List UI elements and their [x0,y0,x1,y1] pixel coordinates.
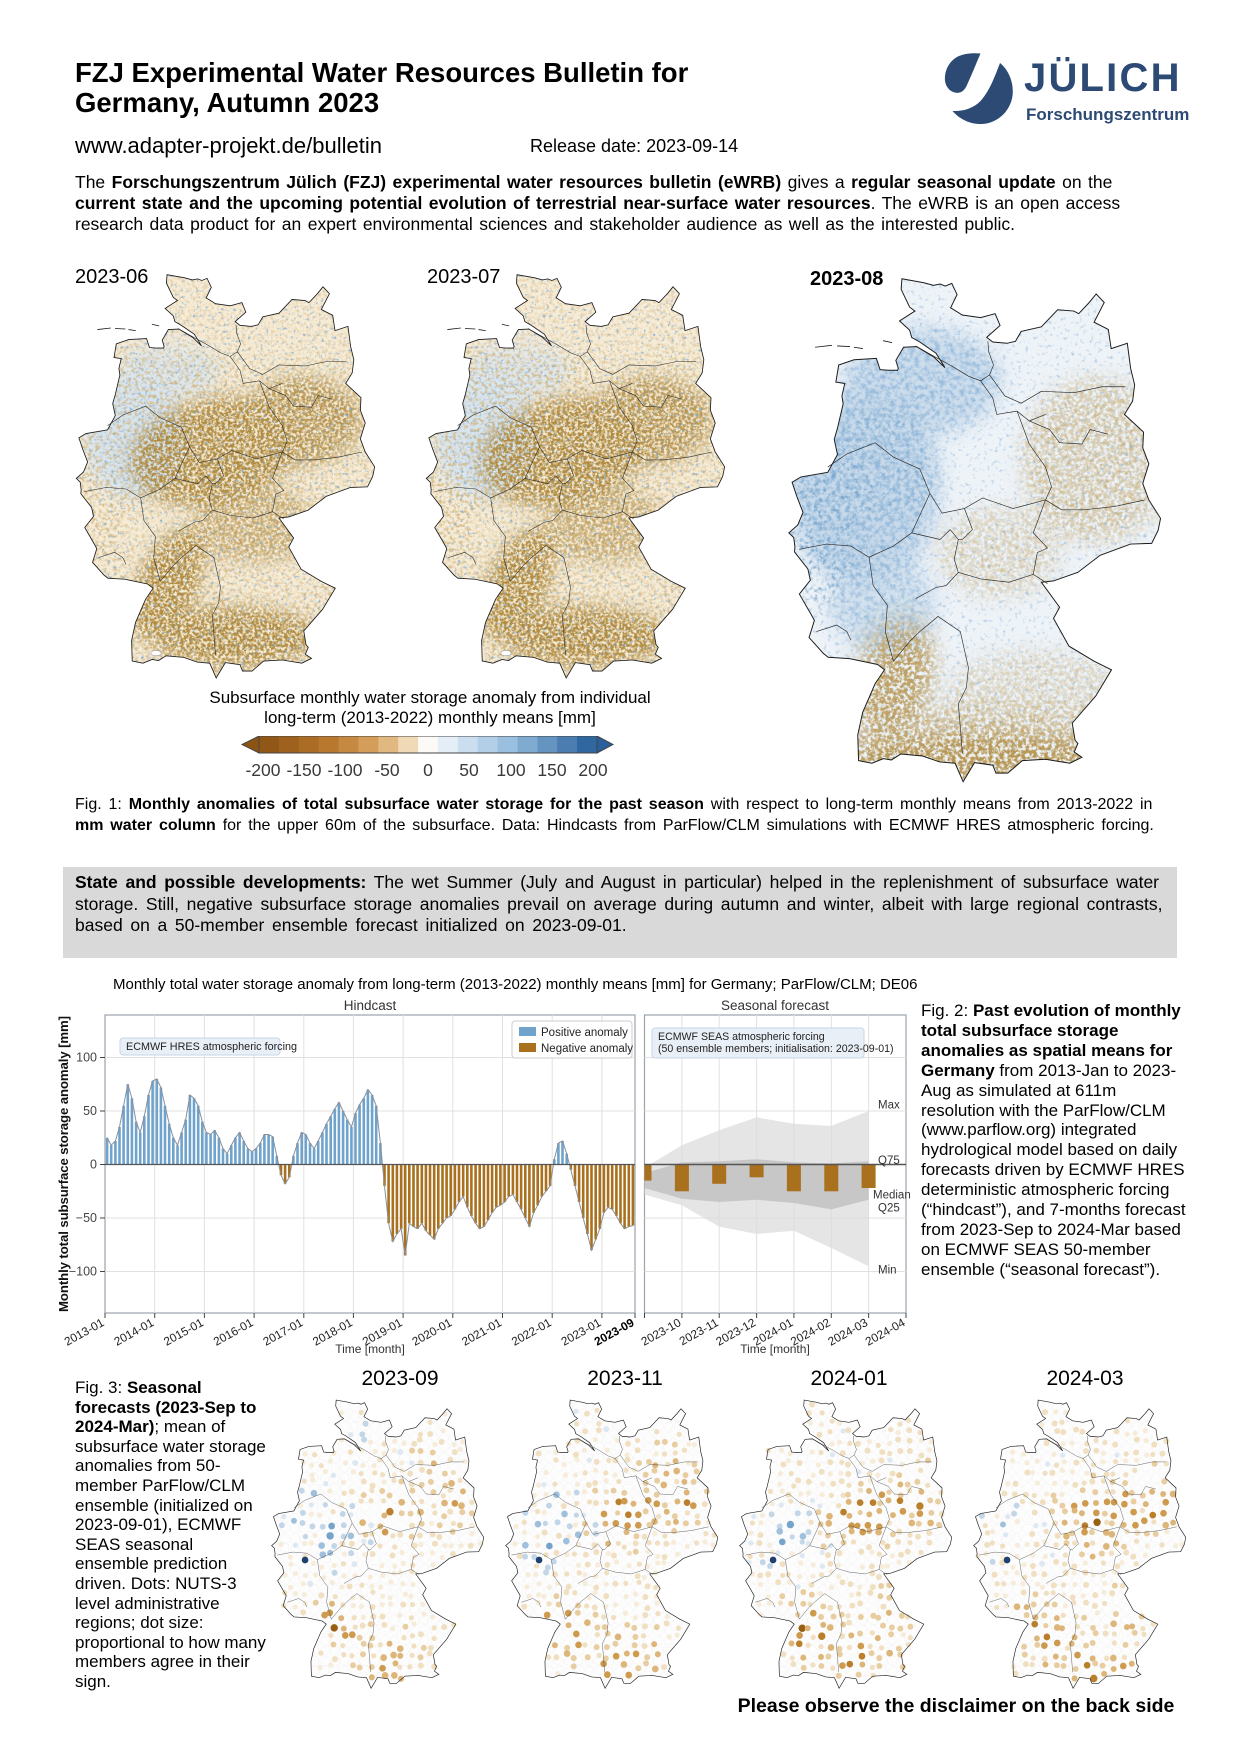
svg-text:Time [month]: Time [month] [335,1342,405,1356]
svg-text:Seasonal forecast: Seasonal forecast [721,998,829,1013]
svg-text:ECMWF SEAS atmospheric forcing: ECMWF SEAS atmospheric forcing [658,1031,825,1043]
svg-text:Q25: Q25 [878,1202,900,1214]
svg-text:Min: Min [878,1264,897,1276]
svg-text:Hindcast: Hindcast [344,998,397,1013]
svg-text:Monthly total subsurface stora: Monthly total subsurface storage anomaly… [56,1016,71,1312]
svg-text:−100: −100 [69,1265,97,1279]
svg-text:Positive anomaly: Positive anomaly [541,1027,628,1039]
svg-text:100: 100 [76,1051,97,1065]
svg-text:ECMWF HRES atmospheric forcing: ECMWF HRES atmospheric forcing [126,1041,297,1053]
svg-text:Median: Median [873,1190,911,1202]
svg-text:50: 50 [83,1104,97,1118]
svg-text:0: 0 [90,1158,97,1172]
svg-text:Max: Max [878,1100,900,1112]
svg-text:Time [month]: Time [month] [740,1342,810,1356]
svg-text:Q75: Q75 [878,1155,900,1167]
svg-text:Negative anomaly: Negative anomaly [541,1043,633,1055]
svg-text:−50: −50 [76,1211,97,1225]
svg-text:(50 ensemble members; initiali: (50 ensemble members; initialisation: 20… [658,1043,894,1055]
